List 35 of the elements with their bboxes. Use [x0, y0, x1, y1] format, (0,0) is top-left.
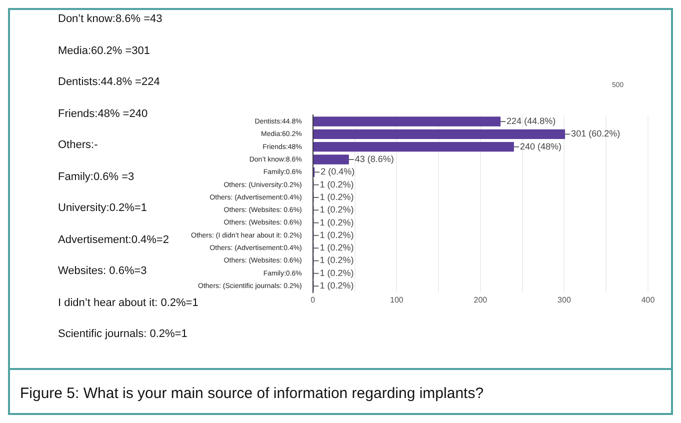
data-label: 1 (0.2%): [320, 192, 354, 202]
data-label: 1 (0.2%): [320, 268, 354, 278]
x-tick-label: 400: [641, 295, 656, 304]
data-label: 1 (0.2%): [320, 242, 354, 253]
data-label: 1 (0.2%): [320, 230, 354, 240]
data-label: 1 (0.2%): [320, 217, 354, 228]
text: Scientific journals: 0.2%=1: [58, 328, 188, 340]
text: I didn’t hear about it: 0.2%=1: [58, 296, 198, 308]
data-label: 1 (0.2%): [320, 255, 354, 266]
caption: Figure 5: What is your main source of information regarding implants?: [20, 385, 484, 402]
text: Advertisement:0.4%=2: [58, 234, 169, 246]
data-label: 1 (0.2%): [320, 179, 354, 190]
bar: [313, 116, 501, 126]
text: Family:0.6% =3: [58, 170, 134, 182]
data-label: 240 (48%): [520, 141, 562, 152]
data-label: 43 (8.6%): [354, 154, 394, 164]
data-label: 1 (0.2%): [320, 280, 354, 291]
data-label: 1 (0.2%): [320, 204, 354, 215]
data-label: 2 (0.4%): [320, 166, 355, 177]
bar: [313, 129, 566, 140]
x-tick-label: 200: [474, 295, 488, 304]
text: Friends:48% =240: [58, 108, 148, 120]
x-tick-label: 100: [390, 295, 404, 304]
bar: [313, 142, 514, 152]
x-tick-label: 0: [310, 295, 316, 304]
text: University:0.2%=1: [58, 202, 147, 214]
text: Others:-: [58, 139, 98, 151]
text: Media:60.2% =301: [58, 44, 150, 56]
x-tick-label: 300: [558, 295, 572, 304]
text: Don’t know:8.6% =43: [58, 13, 162, 25]
text: Websites: 0.6%=3: [58, 265, 147, 277]
bar: [313, 154, 349, 164]
text: Dentists:44.8% =224: [58, 76, 160, 88]
data-label: 224 (44.8%): [506, 116, 556, 126]
data-label: 301 (60.2%): [571, 128, 620, 139]
